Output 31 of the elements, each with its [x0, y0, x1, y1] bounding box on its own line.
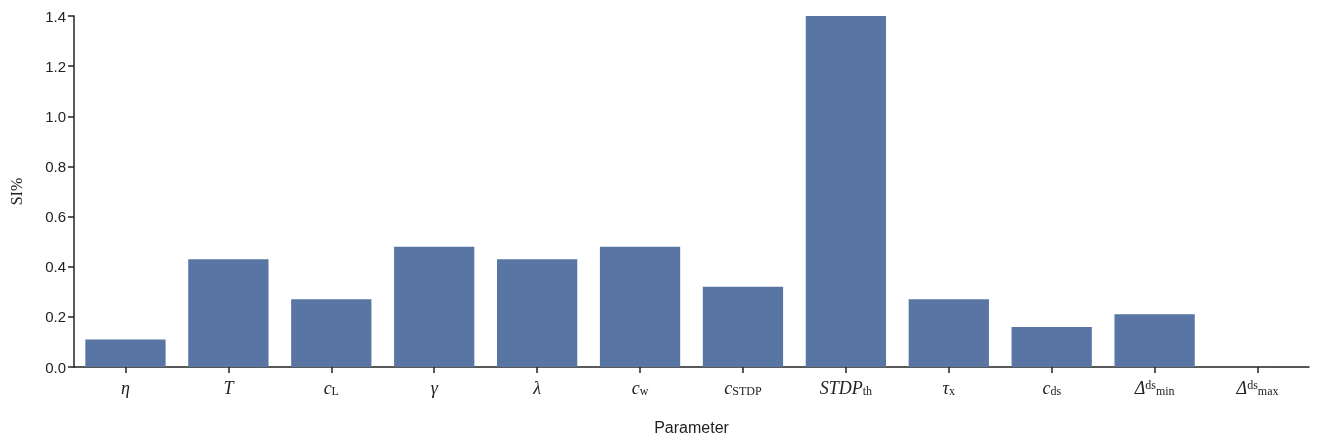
- x-tick-label: STDPth: [819, 378, 873, 398]
- y-tick-label: 1.4: [45, 7, 66, 25]
- bar: [85, 339, 166, 367]
- x-tick-label: cds: [1042, 378, 1062, 398]
- y-tick-label: 1.2: [45, 57, 66, 75]
- bar: [188, 259, 269, 367]
- x-tick-label: cSTDP: [724, 378, 762, 398]
- x-tick-label: γ: [430, 378, 439, 398]
- bar: [394, 246, 475, 367]
- y-tick-label: 0.8: [45, 157, 66, 175]
- x-tick-label: τx: [942, 378, 956, 398]
- x-axis-title: Parameter: [654, 418, 730, 436]
- bar: [702, 286, 784, 367]
- y-tick-label: 0.0: [45, 358, 66, 376]
- x-tick-label: cL: [323, 378, 339, 398]
- y-tick-label: 0.2: [45, 308, 66, 326]
- bar: [291, 299, 372, 367]
- y-tick-label: 0.6: [45, 208, 66, 226]
- y-tick-label: 0.4: [45, 258, 66, 276]
- bar: [908, 299, 989, 367]
- x-tick-label: T: [223, 378, 236, 398]
- x-tick-label: η: [120, 378, 130, 398]
- bar: [1114, 314, 1195, 367]
- bar: [805, 16, 887, 367]
- y-tick-label: 1.0: [45, 107, 66, 125]
- y-axis-title: SI%: [7, 177, 25, 206]
- bar: [1011, 326, 1092, 367]
- bar: [599, 246, 681, 367]
- x-tick-label: cw: [631, 378, 649, 398]
- bar: [496, 259, 578, 367]
- x-tick-label: λ: [532, 378, 542, 398]
